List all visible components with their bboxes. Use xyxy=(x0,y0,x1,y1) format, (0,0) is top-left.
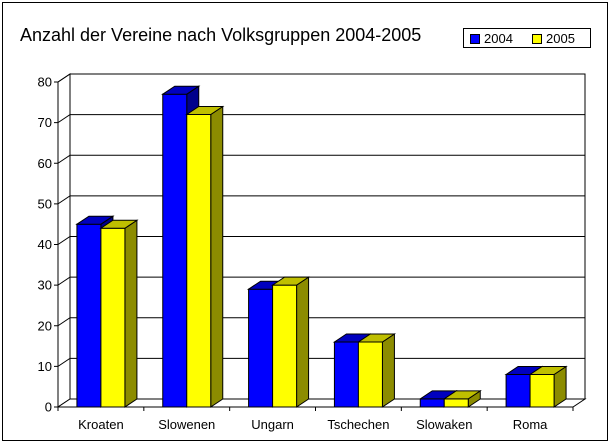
y-tick-label: 50 xyxy=(38,196,52,211)
gridline xyxy=(57,357,585,367)
gridline xyxy=(57,276,585,286)
gridline xyxy=(57,154,585,164)
legend-label-2004: 2004 xyxy=(484,31,513,46)
bar-top xyxy=(99,219,139,229)
bar-side xyxy=(210,105,224,408)
y-tick-label: 10 xyxy=(38,359,52,374)
bar-front xyxy=(357,341,383,408)
bar-top xyxy=(270,276,311,286)
x-tick-label: Roma xyxy=(513,417,548,432)
chart-title: Anzahl der Vereine nach Volksgruppen 200… xyxy=(20,25,422,45)
gridline xyxy=(57,317,585,327)
bar-front xyxy=(505,374,531,408)
y-tick-label: 30 xyxy=(38,278,52,293)
legend-swatch-2004 xyxy=(470,33,480,44)
y-tick-label: 60 xyxy=(38,156,52,171)
legend-swatch-2005 xyxy=(532,33,542,44)
y-tick-label: 20 xyxy=(38,318,52,333)
y-axis: 0 10 20 30 40 50 60 70 80 xyxy=(38,75,59,415)
bar-top xyxy=(161,85,201,95)
bar xyxy=(356,333,397,408)
bar-side xyxy=(296,276,310,408)
legend: 2004 2005 xyxy=(463,28,591,48)
bar-front xyxy=(76,223,102,408)
gridlines xyxy=(57,73,585,367)
x-tick-label: Kroaten xyxy=(78,417,124,432)
bar-front xyxy=(186,114,212,408)
x-tick-label: Ungarn xyxy=(251,417,294,432)
x-tick-label: Slowenen xyxy=(158,417,215,432)
bar-front xyxy=(162,93,188,408)
bar-front xyxy=(419,398,445,408)
bar-front xyxy=(100,227,126,408)
bar-top xyxy=(528,366,568,375)
bars xyxy=(75,85,568,408)
gridline xyxy=(57,114,585,124)
x-tick-label: Slowaken xyxy=(416,417,472,432)
y-tick-label: 0 xyxy=(45,400,52,415)
gridline xyxy=(57,195,585,205)
legend-item-2004: 2004 xyxy=(470,31,513,46)
gridline xyxy=(57,236,585,245)
bar-top xyxy=(442,390,482,400)
bar xyxy=(185,105,225,408)
bar xyxy=(270,276,311,408)
bar-front xyxy=(272,284,298,408)
x-tick-label: Tschechen xyxy=(327,417,389,432)
bar xyxy=(442,389,482,408)
bar-top xyxy=(356,333,397,343)
legend-item-2005: 2005 xyxy=(532,31,575,46)
y-tick-label: 40 xyxy=(38,237,52,252)
bar-top xyxy=(75,215,115,225)
bar-top xyxy=(185,106,225,115)
bar-front xyxy=(443,398,469,408)
legend-label-2005: 2005 xyxy=(546,31,575,46)
bar-side xyxy=(124,219,138,408)
gridline xyxy=(57,73,585,83)
bar-front xyxy=(333,341,359,408)
bar xyxy=(528,365,568,408)
bar-side xyxy=(381,333,395,408)
bar xyxy=(99,219,139,408)
y-tick-label: 70 xyxy=(38,115,52,130)
y-tick-label: 80 xyxy=(38,75,52,90)
x-axis: Kroaten Slowenen Ungarn Tschechen Slowaken Ro… xyxy=(57,406,574,432)
bar-front xyxy=(248,288,274,408)
bar-front xyxy=(529,374,555,408)
